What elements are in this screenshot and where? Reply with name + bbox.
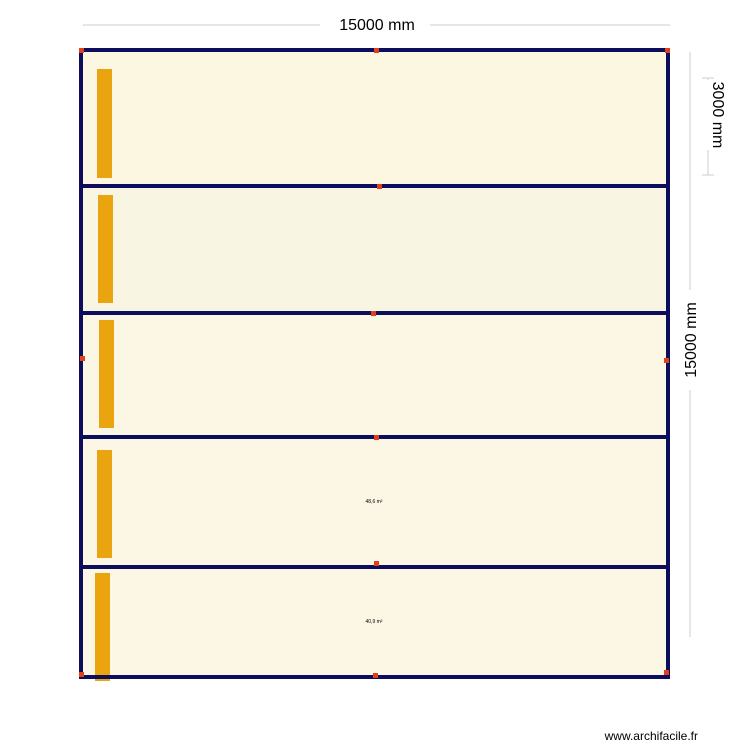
width-dimension: 15000 mm: [339, 17, 415, 34]
doors: [95, 69, 114, 681]
room-area: 48,6 m²: [366, 499, 383, 505]
handles: [79, 48, 670, 678]
room-area: 40,9 m²: [366, 619, 383, 625]
height-dimension: 15000 mm: [683, 302, 700, 378]
room-depth-dimension: 3000 mm: [709, 82, 726, 149]
credit: www.archifacile.fr: [604, 729, 698, 743]
rooms: [81, 50, 668, 677]
